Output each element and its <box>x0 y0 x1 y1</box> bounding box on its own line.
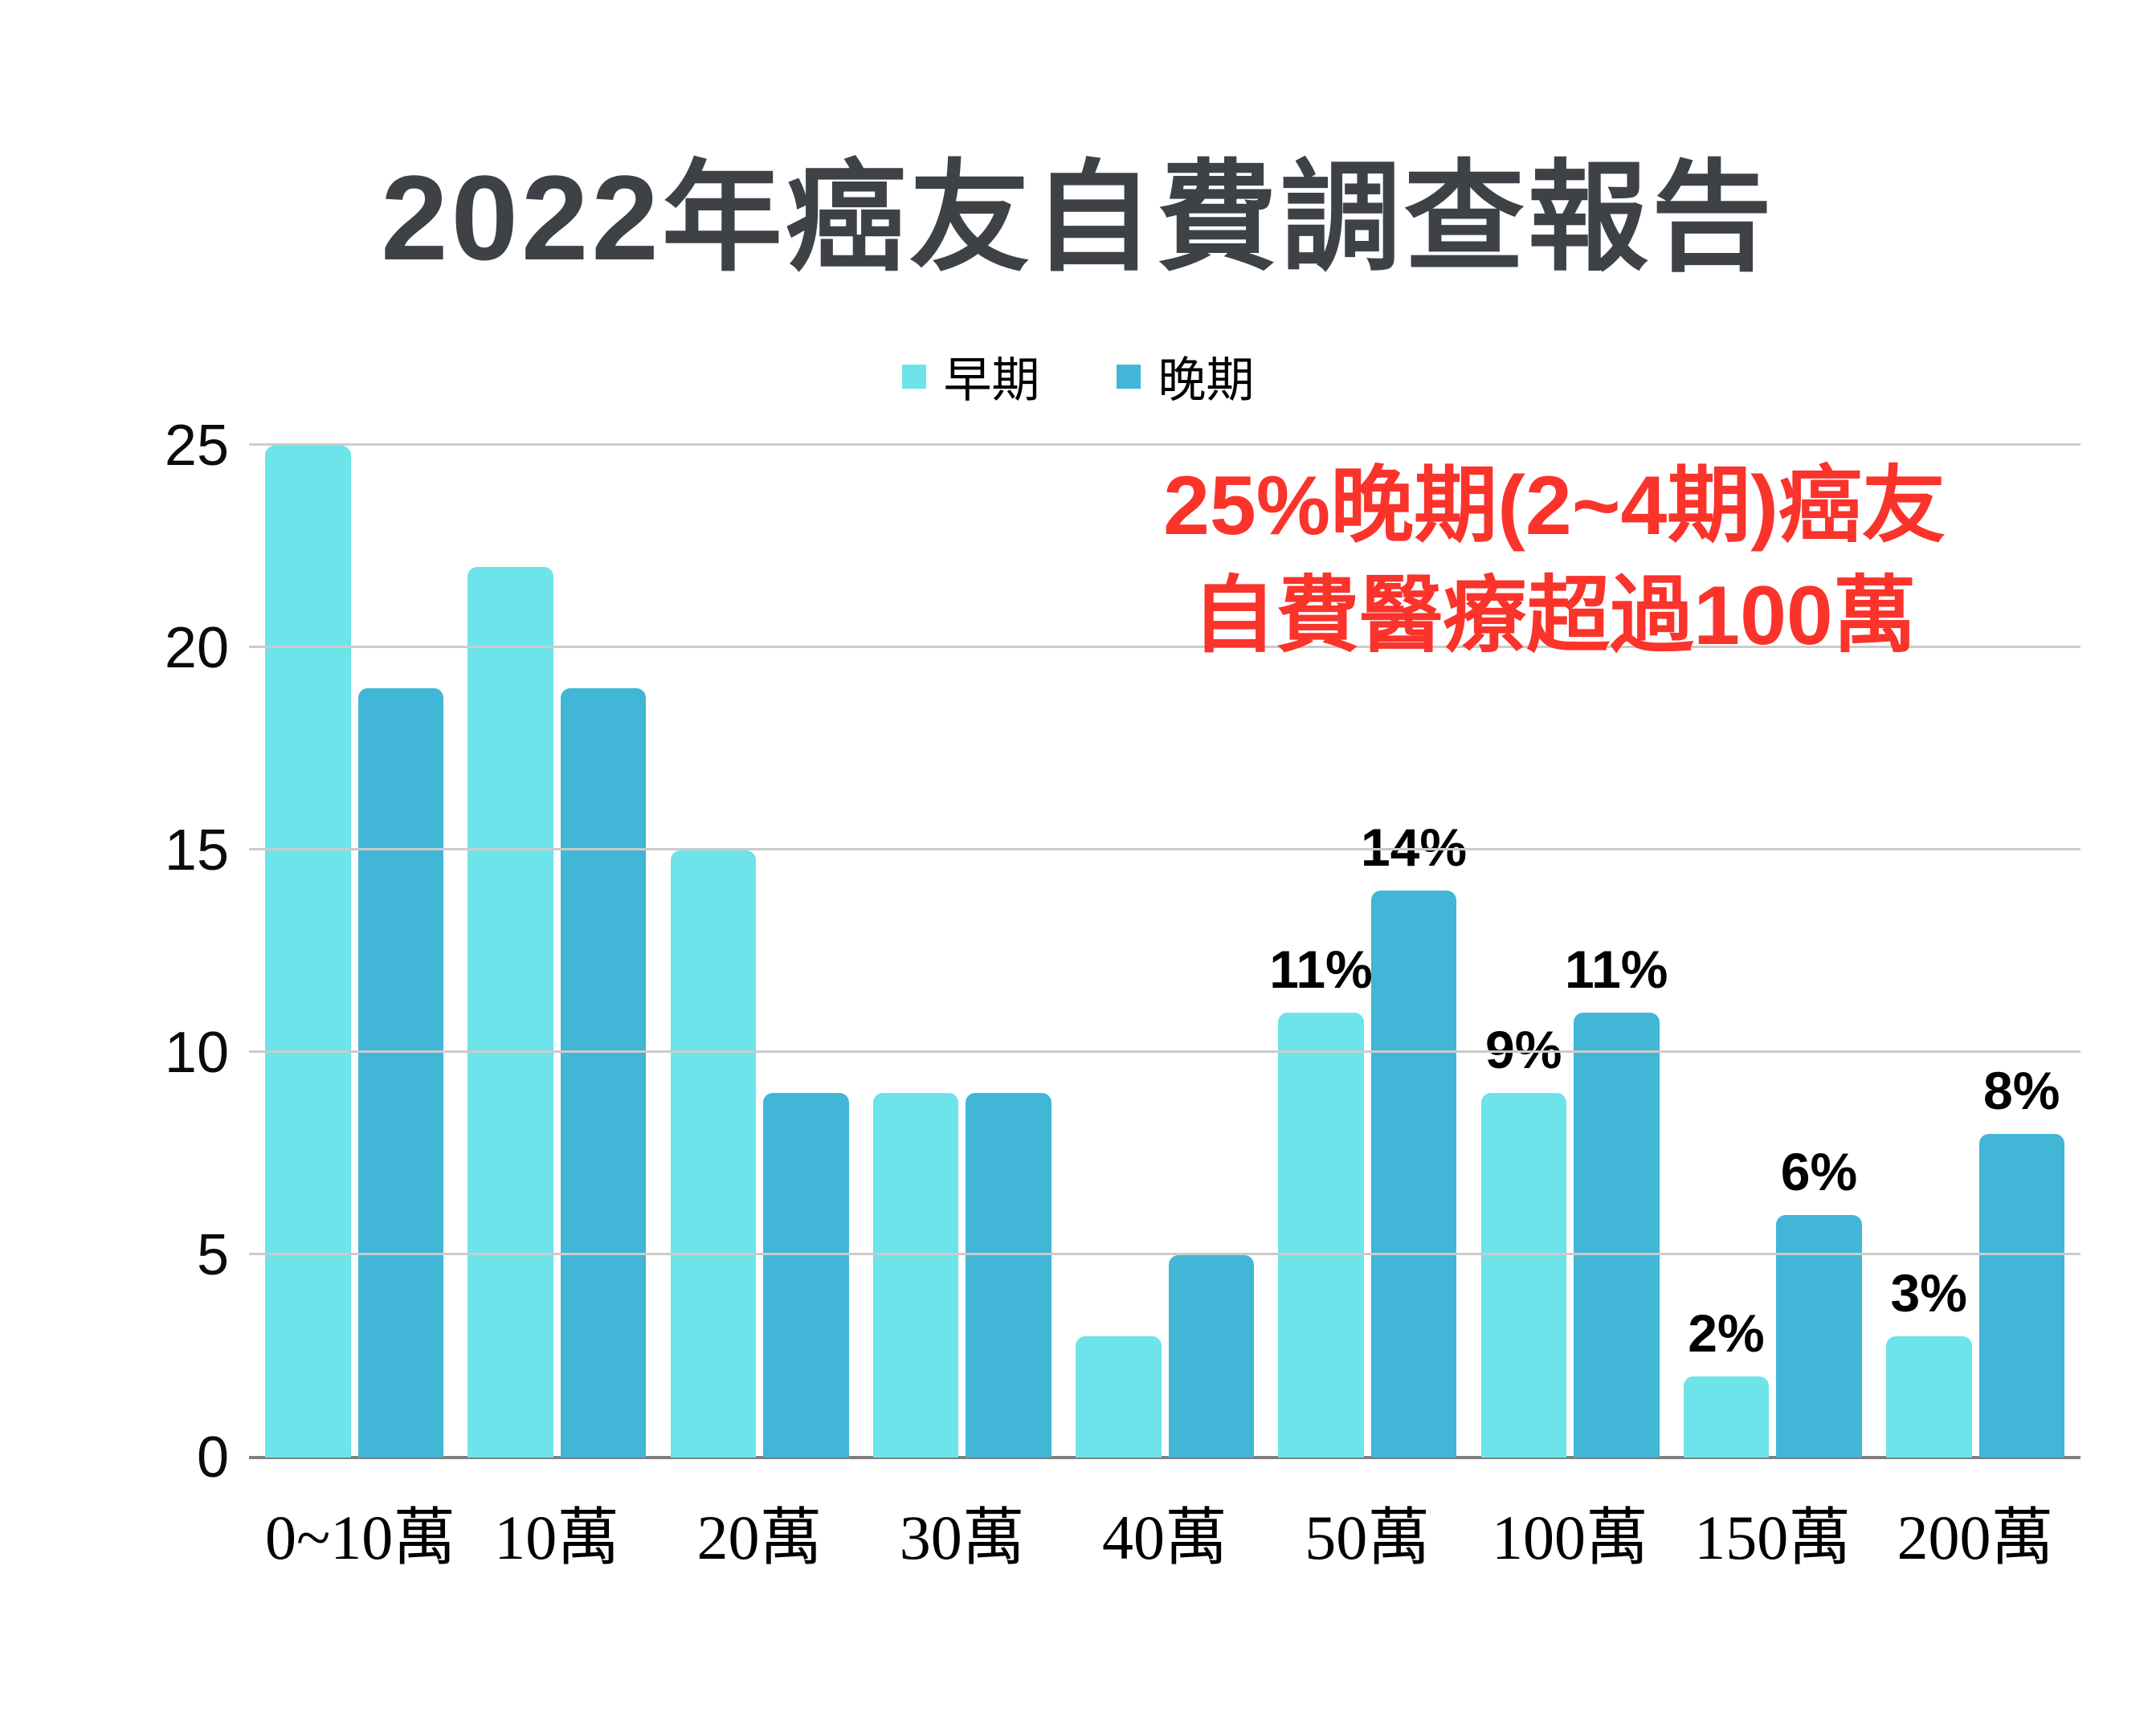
y-tick-label-20: 20 <box>164 616 229 680</box>
bar-slot <box>357 446 443 1458</box>
bar-slot <box>1168 446 1254 1458</box>
bar-早期-50萬 <box>1278 1012 1364 1458</box>
bar-早期-0~10萬 <box>265 446 351 1458</box>
bar-早期-200萬 <box>1886 1335 1972 1458</box>
x-tick-label-100萬: 100萬 <box>1491 1503 1648 1572</box>
bar-slot: 3% <box>1886 446 1972 1458</box>
legend-item-late: 晚期 <box>1116 341 1255 411</box>
y-tick-label-0: 0 <box>196 1425 229 1490</box>
bar-slot <box>468 446 553 1458</box>
bar-晚期-200萬 <box>1978 1133 2064 1458</box>
plot-area: 11% 14% 9% 11% 2% 6% 3% 8% <box>249 443 2080 1459</box>
bar-group-10萬 <box>468 446 647 1458</box>
y-tick-label-15: 15 <box>164 818 229 883</box>
x-tick-label-50萬: 50萬 <box>1305 1503 1431 1572</box>
bar-早期-20萬 <box>670 850 756 1458</box>
y-tick-label-25: 25 <box>164 414 229 478</box>
legend: 早期 晚期 <box>0 341 2156 411</box>
bar-晚期-50萬 <box>1370 891 1457 1458</box>
bar-晚期-40萬 <box>1168 1255 1254 1458</box>
bar-group-200萬: 3% 8% <box>1886 446 2064 1458</box>
x-tick-label-40萬: 40萬 <box>1101 1503 1227 1572</box>
bar-value-label: 8% <box>1983 1060 2060 1120</box>
bar-value-label: 6% <box>1780 1141 1858 1201</box>
bar-slot <box>560 446 647 1458</box>
bar-value-label: 11% <box>1269 939 1373 999</box>
bar-group-0~10萬 <box>265 446 443 1458</box>
legend-label-late: 晚期 <box>1158 354 1255 407</box>
gridline-y15 <box>249 848 2080 850</box>
bar-group-50萬: 11% 14% <box>1269 446 1467 1458</box>
bar-group-150萬: 2% 6% <box>1683 446 1862 1458</box>
bar-slot <box>872 446 959 1458</box>
bar-slot <box>763 446 849 1458</box>
annotation-line-1: 25%晚期(2~4期)癌友 <box>1163 459 1946 553</box>
bar-slot: 9% <box>1480 446 1566 1458</box>
bar-早期-10萬 <box>468 567 553 1458</box>
bar-value-label: 9% <box>1485 1020 1562 1080</box>
x-tick-label-150萬: 150萬 <box>1694 1503 1852 1572</box>
bar-group-20萬 <box>670 446 849 1458</box>
bar-value-label: 3% <box>1890 1262 1967 1323</box>
gridline-y25 <box>249 443 2080 446</box>
bar-slot <box>966 446 1051 1458</box>
bar-group-30萬 <box>872 446 1051 1458</box>
bar-slot: 14% <box>1361 446 1467 1458</box>
bar-早期-30萬 <box>872 1093 959 1458</box>
bar-slot: 11% <box>1565 446 1668 1458</box>
bar-早期-100萬 <box>1480 1093 1566 1458</box>
y-tick-label-5: 5 <box>196 1223 229 1287</box>
bar-晚期-10萬 <box>560 688 647 1458</box>
x-tick-label-10萬: 10萬 <box>494 1503 620 1572</box>
bar-slot: 8% <box>1978 446 2064 1458</box>
bar-晚期-150萬 <box>1776 1214 1862 1458</box>
bar-slot <box>265 446 351 1458</box>
x-tick-label-30萬: 30萬 <box>899 1503 1025 1572</box>
bar-value-label: 14% <box>1360 818 1468 878</box>
bar-晚期-30萬 <box>966 1093 1051 1458</box>
bar-slot: 11% <box>1269 446 1373 1458</box>
bar-晚期-0~10萬 <box>357 688 443 1458</box>
bar-group-100萬: 9% 11% <box>1480 446 1668 1458</box>
legend-swatch-early <box>901 364 926 389</box>
bar-早期-40萬 <box>1076 1335 1162 1458</box>
y-tick-label-10: 10 <box>164 1021 229 1085</box>
bar-slot <box>670 446 756 1458</box>
bar-slot: 2% <box>1683 446 1770 1458</box>
bar-groups: 11% 14% 9% 11% 2% 6% 3% 8% <box>249 446 2080 1458</box>
x-tick-label-20萬: 20萬 <box>696 1503 823 1572</box>
legend-item-early: 早期 <box>901 341 1040 411</box>
gridline-y5 <box>249 1253 2080 1255</box>
x-axis-labels: 0~10萬 10萬 20萬 30萬 40萬 50萬 100萬 150萬 200萬 <box>249 1487 2080 1577</box>
bar-晚期-100萬 <box>1574 1012 1660 1458</box>
x-tick-label-0~10萬: 0~10萬 <box>265 1503 456 1572</box>
legend-swatch-late <box>1116 364 1141 389</box>
gridline-y20 <box>249 646 2080 648</box>
bar-早期-150萬 <box>1683 1376 1770 1458</box>
bar-晚期-20萬 <box>763 1093 849 1458</box>
bar-value-label: 2% <box>1688 1303 1765 1364</box>
bar-slot <box>1076 446 1162 1458</box>
bar-group-40萬 <box>1076 446 1254 1458</box>
gridline-y10 <box>249 1050 2080 1053</box>
bar-slot: 6% <box>1776 446 1862 1458</box>
legend-label-early: 早期 <box>943 354 1040 407</box>
bar-value-label: 11% <box>1565 939 1668 999</box>
annotation-line-2: 自費醫療超過100萬 <box>1192 569 1917 663</box>
annotation-callout: 25%晚期(2~4期)癌友 自費醫療超過100萬 <box>1084 451 2024 672</box>
x-tick-label-200萬: 200萬 <box>1897 1503 2054 1572</box>
x-axis-line <box>249 1456 2080 1459</box>
chart-title: 2022年癌友自費調查報告 <box>381 150 1775 285</box>
